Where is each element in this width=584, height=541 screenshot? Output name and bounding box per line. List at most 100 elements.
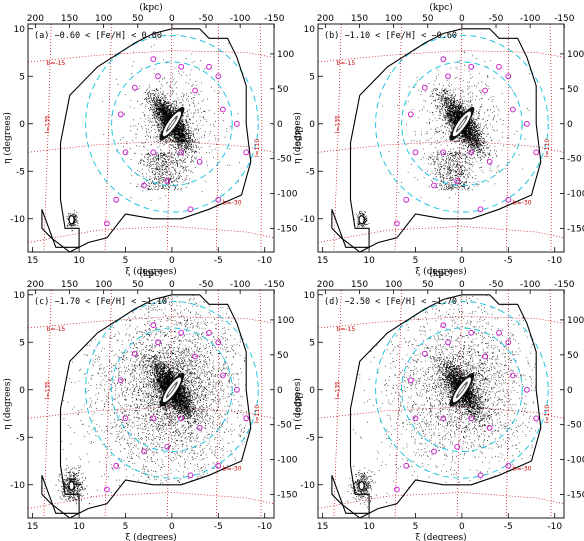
galactic-grid bbox=[318, 24, 564, 252]
panel-title: (d) −2.50 < [Fe/H] < −1.70 bbox=[324, 297, 457, 307]
dwarf-galaxy-marker bbox=[477, 206, 484, 213]
dwarf-galaxy-marker bbox=[243, 149, 250, 156]
survey-footprint bbox=[331, 294, 542, 518]
dwarf-galaxy-marker bbox=[431, 448, 437, 455]
x-tick-label: 10 bbox=[363, 522, 375, 532]
left-axis-title: η (degrees) bbox=[2, 378, 13, 430]
dwarf-galaxy-marker bbox=[440, 56, 447, 62]
top-tick-label: -50 bbox=[489, 14, 504, 24]
grid-label: l=135 bbox=[44, 115, 51, 133]
panel-title: (a) −0.60 < [Fe/H] < 0.00 bbox=[34, 31, 162, 41]
dwarf-galaxy-marker bbox=[164, 177, 171, 184]
y-tick-label: -10 bbox=[300, 215, 315, 225]
y-tick-label: 0 bbox=[19, 120, 25, 130]
right-tick-label: -100 bbox=[277, 190, 298, 200]
dwarf-galaxy-marker bbox=[215, 462, 222, 469]
m33-core bbox=[68, 215, 75, 225]
m31-core bbox=[458, 384, 466, 396]
survey-footprint bbox=[41, 294, 252, 518]
dwarf-galaxy-marker bbox=[394, 220, 400, 227]
dwarf-galaxy-marker bbox=[104, 220, 110, 227]
grid-label: l=135 bbox=[334, 115, 341, 133]
grid-label: l=135 bbox=[44, 381, 51, 399]
dwarf-galaxy-marker bbox=[122, 149, 129, 156]
m31-disk bbox=[449, 372, 475, 407]
dwarf-galaxy-marker bbox=[192, 87, 199, 94]
dwarf-galaxies bbox=[104, 56, 250, 227]
m33-core bbox=[358, 481, 365, 491]
plot-frame bbox=[27, 289, 275, 519]
right-tick-label: 0 bbox=[277, 120, 283, 130]
grid-line bbox=[333, 290, 342, 518]
dwarf-galaxy-marker bbox=[505, 196, 512, 203]
top-tick-label: 100 bbox=[385, 280, 402, 290]
y-tick-label: -10 bbox=[10, 481, 25, 491]
right-tick-label: -50 bbox=[277, 421, 292, 431]
top-axis-title: (kpc) bbox=[429, 268, 452, 279]
grid-line bbox=[394, 290, 402, 518]
right-tick-label: 50 bbox=[567, 351, 579, 361]
m33-core bbox=[358, 215, 365, 225]
right-tick-label: 100 bbox=[277, 316, 294, 326]
grid-label: l=110 bbox=[254, 139, 261, 157]
x-tick-label: 0 bbox=[169, 256, 175, 266]
grid-line bbox=[28, 140, 274, 153]
dwarf-galaxy-marker bbox=[407, 377, 414, 384]
x-tick-label: 0 bbox=[459, 522, 465, 532]
grid-line bbox=[394, 24, 402, 252]
right-tick-label: -150 bbox=[567, 225, 584, 235]
y-tick-label: 0 bbox=[309, 386, 315, 396]
dwarf-galaxy-marker bbox=[505, 73, 512, 80]
dwarf-galaxy-marker bbox=[243, 415, 250, 422]
y-tick-label: 0 bbox=[19, 386, 25, 396]
right-tick-label: 50 bbox=[567, 85, 579, 95]
y-tick-label: 0 bbox=[309, 120, 315, 130]
radius-circle bbox=[375, 300, 549, 479]
right-tick-label: -100 bbox=[567, 456, 584, 466]
grid-line bbox=[333, 24, 342, 252]
grid-line bbox=[318, 50, 564, 63]
y-tick-label: -10 bbox=[10, 215, 25, 225]
survey-footprint bbox=[41, 28, 252, 252]
top-tick-label: 0 bbox=[459, 280, 465, 290]
x-tick-label: -5 bbox=[504, 256, 513, 266]
dwarf-galaxy-marker bbox=[468, 149, 475, 156]
dwarf-galaxy-marker bbox=[524, 120, 530, 127]
x-tick-label: -10 bbox=[257, 256, 272, 266]
m33-core bbox=[68, 481, 75, 491]
grid-label: l=110 bbox=[544, 139, 551, 157]
grid-label: b=-30 bbox=[223, 466, 242, 473]
left-axis-title: η (degrees) bbox=[2, 112, 13, 164]
plot-area bbox=[28, 24, 274, 252]
right-tick-label: -100 bbox=[567, 190, 584, 200]
y-tick-label: -5 bbox=[16, 433, 25, 443]
radius-circle bbox=[375, 34, 549, 213]
top-tick-label: 0 bbox=[169, 280, 175, 290]
grid-label: l=110 bbox=[254, 405, 261, 423]
y-tick-label: 5 bbox=[309, 72, 315, 82]
dwarf-galaxy-marker bbox=[196, 158, 203, 165]
top-tick-label: 200 bbox=[27, 280, 44, 290]
top-tick-label: 100 bbox=[95, 14, 112, 24]
radius-circle bbox=[85, 34, 259, 213]
grid-label: l=110 bbox=[544, 405, 551, 423]
x-tick-label: 10 bbox=[73, 256, 85, 266]
plot-area bbox=[318, 24, 564, 252]
dwarf-galaxy-marker bbox=[412, 149, 419, 156]
top-tick-label: 150 bbox=[61, 280, 78, 290]
grid-line bbox=[28, 50, 274, 63]
dwarf-galaxy-marker bbox=[445, 339, 451, 346]
panel-title: (c) −1.70 < [Fe/H] < −1.10 bbox=[34, 297, 167, 307]
grid-label: b=-30 bbox=[513, 200, 532, 207]
x-tick-label: -5 bbox=[504, 522, 513, 532]
x-tick-label: -10 bbox=[547, 522, 562, 532]
grid-line bbox=[43, 290, 52, 518]
dwarf-galaxy-marker bbox=[486, 158, 493, 165]
top-tick-label: -100 bbox=[520, 14, 541, 24]
dwarf-galaxy-marker bbox=[150, 56, 157, 62]
dwarf-galaxy-marker bbox=[468, 415, 475, 422]
top-tick-label: -150 bbox=[264, 14, 285, 24]
grid-label: b=-15 bbox=[47, 326, 66, 333]
plot-frame bbox=[317, 23, 565, 253]
dwarf-galaxy-marker bbox=[431, 182, 437, 189]
